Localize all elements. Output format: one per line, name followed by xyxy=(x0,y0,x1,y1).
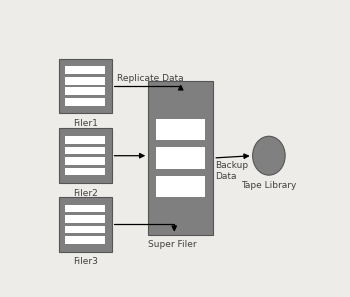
Bar xyxy=(65,205,105,212)
Bar xyxy=(65,146,105,154)
Text: Super Filer: Super Filer xyxy=(148,240,197,249)
Bar xyxy=(59,59,112,113)
Text: Tape Library: Tape Library xyxy=(241,181,296,190)
Text: Backup
Data: Backup Data xyxy=(215,162,248,181)
Bar xyxy=(59,128,112,183)
Bar xyxy=(65,226,105,233)
Bar xyxy=(156,119,205,140)
Ellipse shape xyxy=(253,136,285,175)
Bar xyxy=(156,147,205,169)
Bar xyxy=(65,215,105,223)
Bar xyxy=(59,197,112,252)
Bar xyxy=(65,168,105,175)
Bar xyxy=(156,176,205,198)
Bar xyxy=(65,66,105,74)
Bar xyxy=(65,98,105,106)
Text: Filer2: Filer2 xyxy=(73,189,98,198)
Bar xyxy=(65,157,105,165)
Text: Filer3: Filer3 xyxy=(73,257,98,266)
Bar xyxy=(65,87,105,95)
Bar xyxy=(65,136,105,144)
Bar xyxy=(148,81,213,235)
Text: Filer1: Filer1 xyxy=(73,119,98,128)
Bar xyxy=(65,236,105,244)
Text: Replicate Data: Replicate Data xyxy=(117,74,184,83)
Bar xyxy=(65,77,105,85)
